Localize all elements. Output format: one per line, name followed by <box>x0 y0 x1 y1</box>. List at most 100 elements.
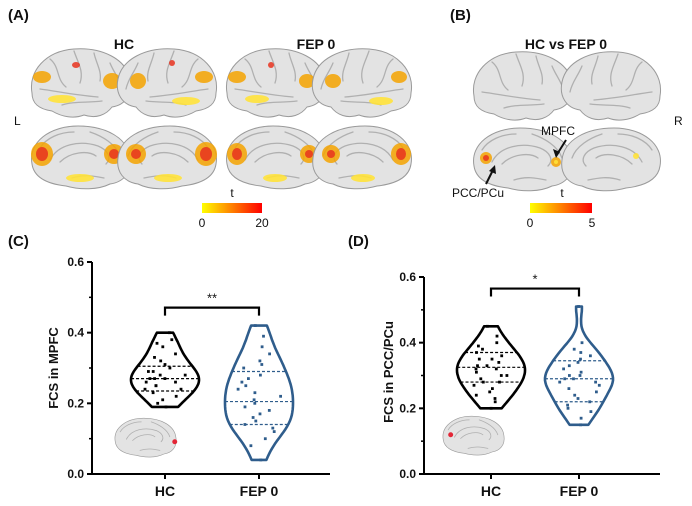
panel-b-label: (B) <box>450 7 471 24</box>
violin-fep <box>223 324 295 462</box>
y-tick-label: 0.6 <box>399 270 416 284</box>
data-point <box>505 374 509 377</box>
data-point <box>595 390 598 394</box>
data-point <box>475 351 478 354</box>
data-point <box>243 423 247 426</box>
data-point <box>161 398 165 402</box>
data-point <box>258 359 262 363</box>
data-point <box>558 380 562 384</box>
data-point <box>252 398 256 402</box>
data-point <box>143 387 147 391</box>
data-point <box>475 370 478 374</box>
data-point <box>477 357 481 361</box>
data-point <box>243 405 247 409</box>
data-point <box>589 410 593 413</box>
brain-hc-lateral-right <box>116 48 218 118</box>
data-point <box>174 352 177 356</box>
panel-a-fep-title: FEP 0 <box>297 36 336 52</box>
data-point <box>147 370 150 373</box>
left-hemisphere-marker: L <box>14 114 21 128</box>
data-point <box>489 406 493 410</box>
significance-marker: * <box>532 272 537 287</box>
data-point <box>236 387 240 391</box>
data-point <box>572 377 575 381</box>
chart-c-ylabel: FCS in MPFC <box>46 327 61 409</box>
panel-b: (B) HC vs FEP 0 R MPFC PCC/PCu t 0 5 <box>450 7 683 230</box>
data-point <box>579 370 583 374</box>
data-point <box>267 409 271 412</box>
data-point <box>566 406 570 410</box>
panel-a: (A) HC FEP 0 L <box>8 7 413 230</box>
data-point <box>244 384 248 388</box>
data-point <box>254 419 258 423</box>
data-point <box>594 380 597 384</box>
colorbar-a-title: t <box>230 186 234 200</box>
data-point <box>494 367 498 371</box>
data-point <box>486 324 489 328</box>
data-point <box>155 341 159 345</box>
data-point <box>563 377 567 381</box>
data-point <box>491 387 494 390</box>
data-point <box>158 373 162 377</box>
data-point <box>258 412 262 416</box>
data-point <box>481 347 484 351</box>
data-point <box>174 394 178 398</box>
data-point <box>163 377 167 380</box>
brain-fep-lateral-left <box>225 48 327 118</box>
data-point <box>153 356 156 359</box>
data-point <box>268 352 271 356</box>
data-point <box>576 397 580 400</box>
brain-hc-lateral-left <box>30 48 132 118</box>
data-point <box>481 380 485 384</box>
colorbar-a-max: 20 <box>255 216 269 230</box>
data-point <box>249 444 253 448</box>
data-point <box>154 384 158 388</box>
colorbar-b-title: t <box>560 186 564 200</box>
data-point <box>579 357 582 361</box>
data-point <box>164 405 168 409</box>
x-category-label: FEP 0 <box>560 483 599 499</box>
data-point <box>263 437 267 441</box>
data-point <box>153 377 156 380</box>
data-point <box>495 341 499 345</box>
data-point <box>251 416 255 419</box>
data-point <box>247 377 250 380</box>
data-point <box>260 363 264 366</box>
data-point <box>579 351 583 354</box>
y-tick-label: 0.2 <box>399 401 416 415</box>
data-point <box>588 400 592 404</box>
brain-diff-lateral-right <box>560 51 662 121</box>
data-point <box>488 390 492 394</box>
brain-diff-medial-left <box>472 127 573 192</box>
y-tick-label: 0.4 <box>399 336 416 350</box>
chart-d-brain-thumbnail <box>442 415 505 456</box>
data-point <box>183 373 187 377</box>
data-point <box>272 430 276 433</box>
y-tick-label: 0.0 <box>67 467 84 481</box>
data-point <box>579 416 583 420</box>
colorbar-b <box>530 203 592 213</box>
data-point <box>179 387 183 391</box>
data-point <box>253 391 257 395</box>
data-point <box>259 373 262 377</box>
colorbar-a <box>202 203 262 213</box>
data-point <box>493 397 497 400</box>
data-point <box>148 377 152 380</box>
data-point <box>562 367 565 371</box>
colorbar-a-min: 0 <box>199 216 206 230</box>
data-point <box>498 380 501 384</box>
brain-hc-medial-right <box>117 125 218 190</box>
violin-hc <box>129 331 201 409</box>
brain-fep-lateral-right <box>311 48 413 118</box>
data-point <box>577 305 580 308</box>
data-point <box>474 367 478 371</box>
data-point <box>156 401 160 405</box>
right-hemisphere-marker: R <box>674 114 683 128</box>
data-point <box>573 393 577 397</box>
data-point <box>567 364 571 368</box>
arrow-pcc-head <box>489 165 496 174</box>
y-tick-label: 0.2 <box>67 396 84 410</box>
chart-c-brain-thumbnail <box>114 417 178 458</box>
panel-a-label: (A) <box>8 7 29 24</box>
data-point <box>572 347 576 351</box>
